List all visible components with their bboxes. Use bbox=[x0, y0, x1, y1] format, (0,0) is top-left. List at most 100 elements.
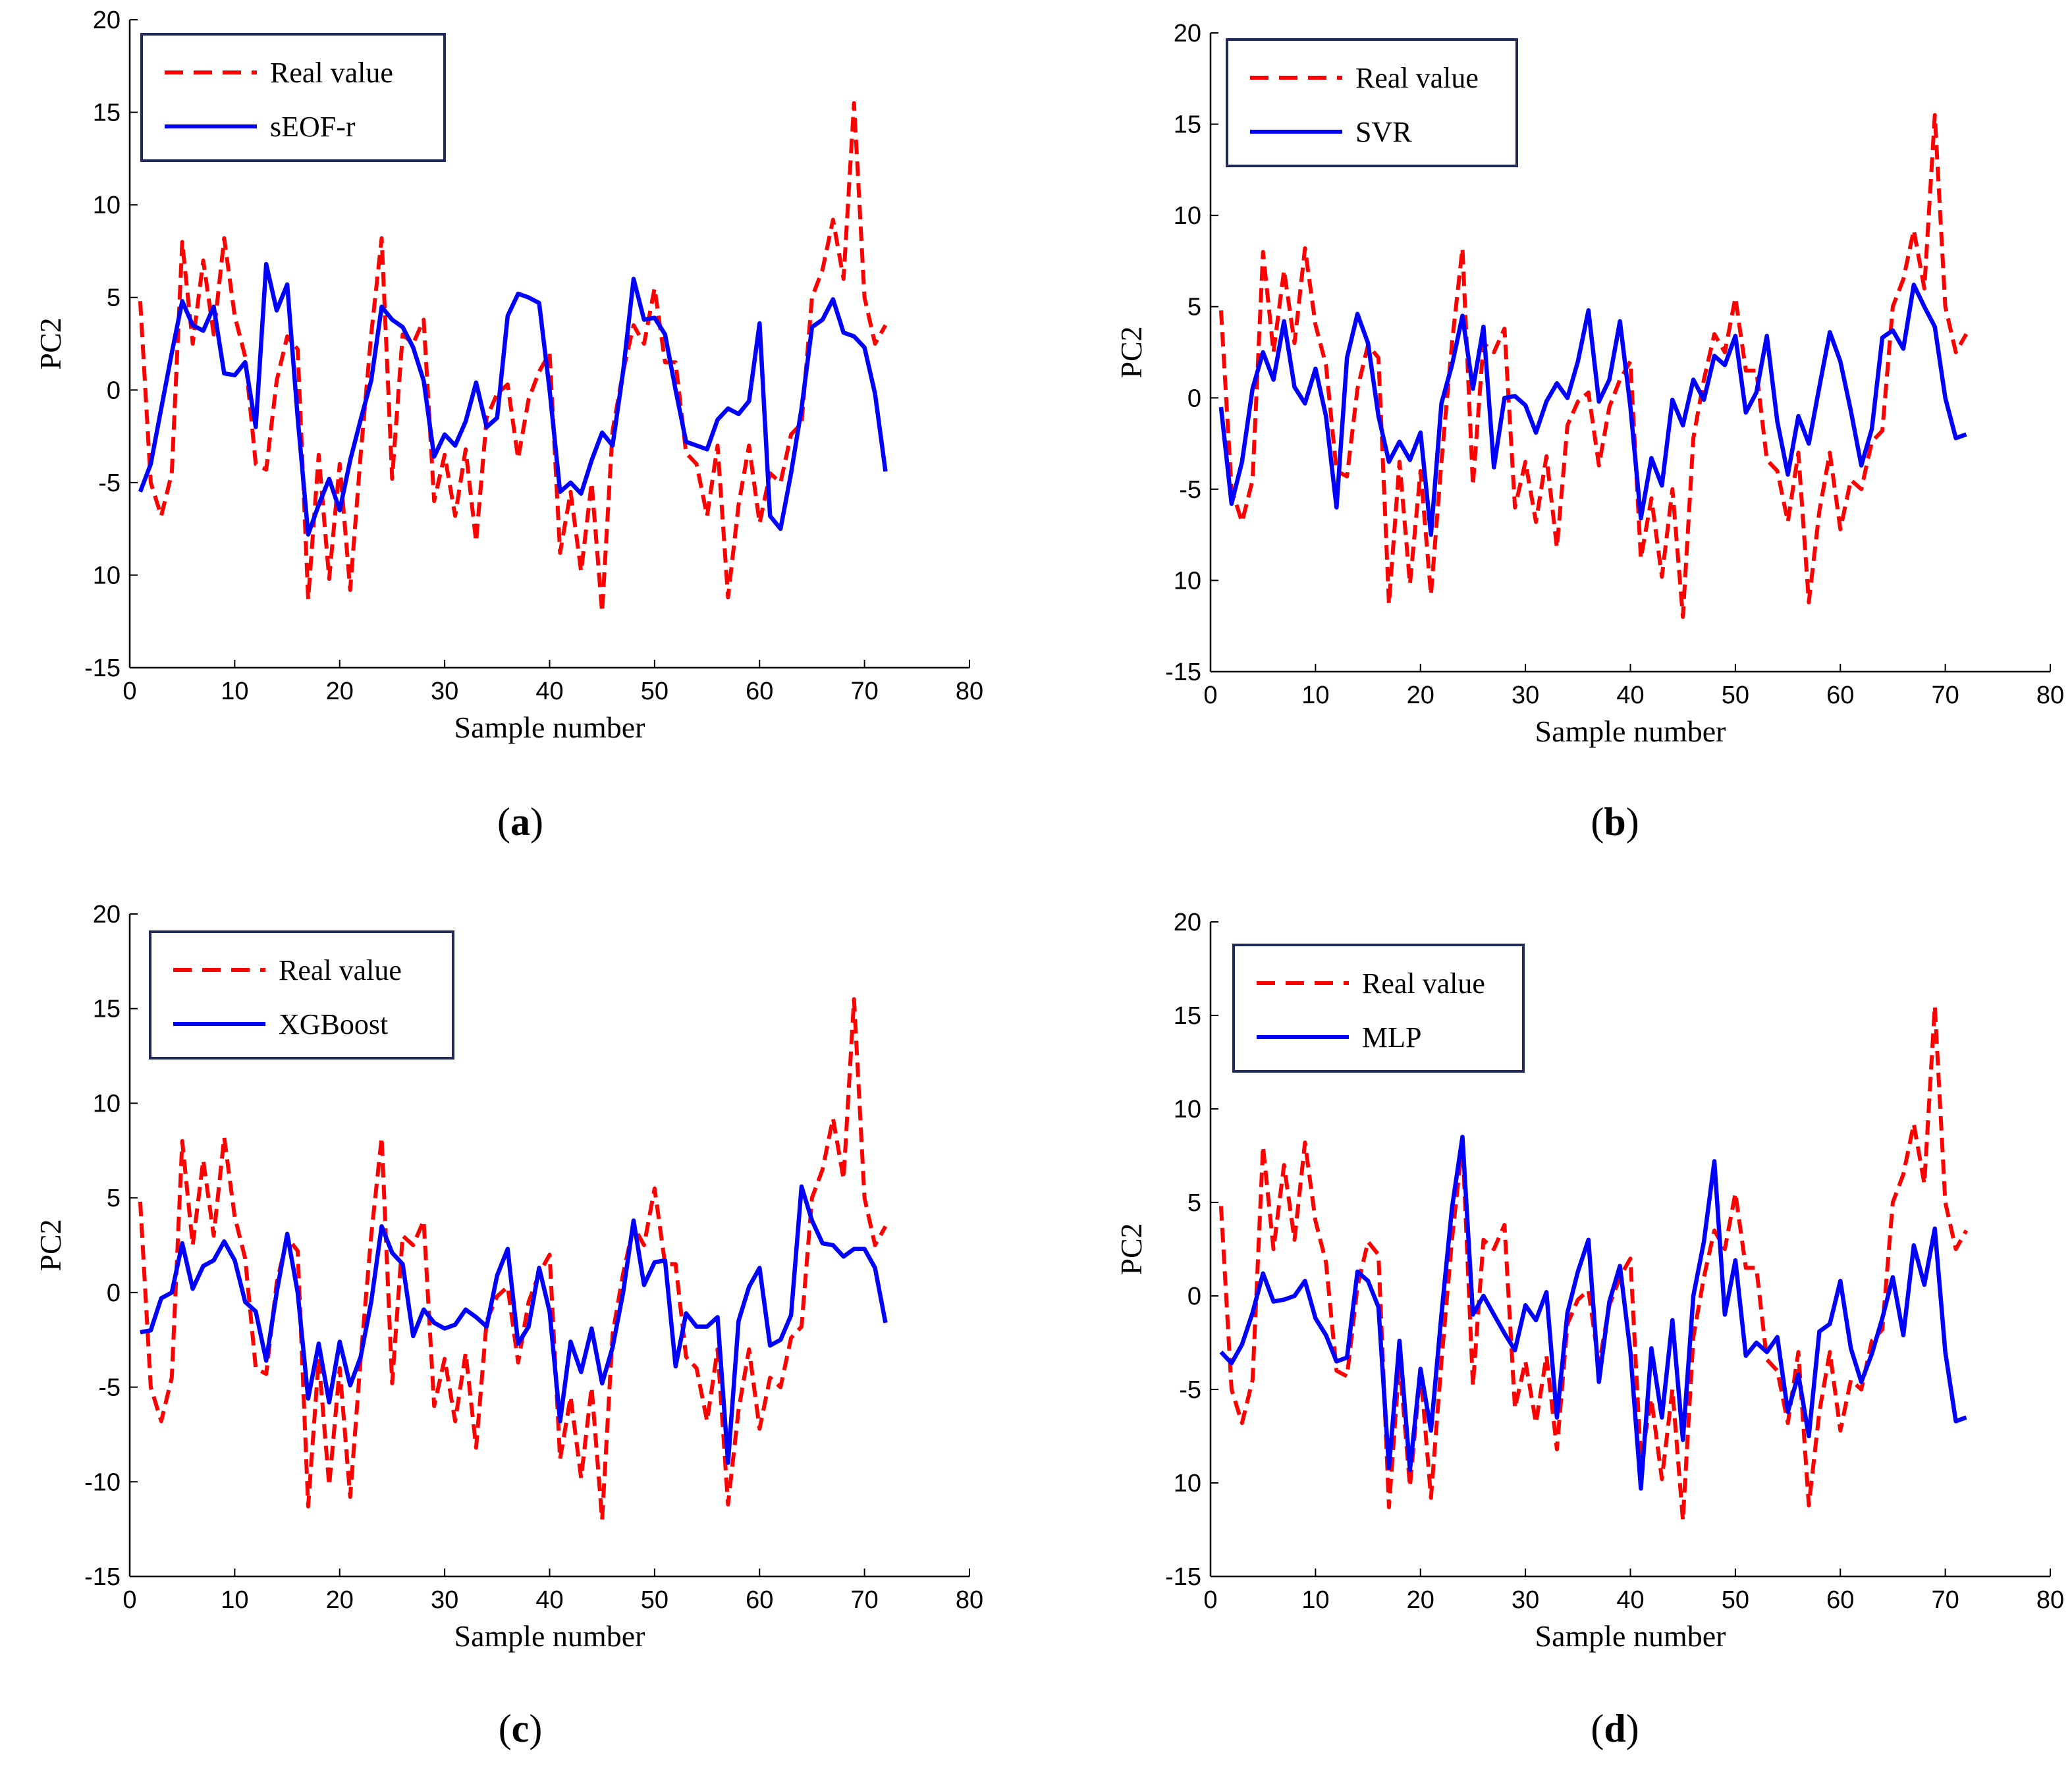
y-tick-label: 10 bbox=[1174, 1470, 1201, 1497]
x-tick-label: 40 bbox=[1616, 682, 1644, 709]
legend-real-label: Real value bbox=[270, 57, 393, 89]
x-tick-label: 20 bbox=[326, 678, 354, 705]
chart-panel-a: 0 10 20 30 40 50 60 70 80 -15 10 -5 0 5 10 15 20 Sample n… bbox=[34, 7, 983, 844]
y-axis-label: PC2 bbox=[1114, 1223, 1148, 1275]
x-tick-label: 70 bbox=[1931, 682, 1959, 709]
x-tick-label: 0 bbox=[1203, 682, 1217, 709]
y-tick-label: 10 bbox=[1174, 202, 1201, 230]
x-tick-label: 50 bbox=[1722, 682, 1749, 709]
chart-panel-d: 0 10 20 30 40 50 60 70 80 -15 10 -5 0 5 10 15 20 Sample n… bbox=[1114, 909, 2064, 1750]
legend-pred-label: XGBoost bbox=[279, 1008, 388, 1040]
y-tick-label: 20 bbox=[1174, 20, 1201, 47]
legend: Real value SVR bbox=[1226, 38, 1518, 167]
y-tick-label: -5 bbox=[98, 470, 121, 497]
prediction-series-line bbox=[140, 1184, 888, 1465]
x-tick-label: 40 bbox=[1616, 1586, 1644, 1614]
panel-caption: (b) bbox=[1591, 800, 1639, 844]
y-tick-label: 15 bbox=[1174, 1002, 1201, 1030]
x-tick-label: 50 bbox=[641, 678, 668, 705]
y-tick-label: -15 bbox=[1165, 1563, 1201, 1591]
y-tick-label: 5 bbox=[107, 1185, 121, 1212]
y-tick-label: 10 bbox=[93, 192, 121, 219]
y-tick-label: 20 bbox=[93, 901, 121, 928]
legend-real-label: Real value bbox=[1362, 967, 1485, 1000]
y-tick-label: 15 bbox=[93, 996, 121, 1023]
x-tick-label: 40 bbox=[535, 678, 563, 705]
x-tick-label: 30 bbox=[431, 1586, 458, 1614]
prediction-series-line bbox=[138, 261, 888, 537]
x-tick-label: 20 bbox=[1407, 1586, 1434, 1614]
y-tick-label: -5 bbox=[1179, 1376, 1201, 1404]
y-tick-label: 0 bbox=[1187, 385, 1201, 412]
y-axis-label: PC2 bbox=[1114, 326, 1148, 378]
y-tick-label: -5 bbox=[98, 1374, 121, 1402]
legend: Real value sEOF-r bbox=[140, 33, 446, 162]
y-tick-label: -15 bbox=[1165, 658, 1201, 686]
x-tick-label: 10 bbox=[221, 678, 248, 705]
y-tick-label: 0 bbox=[107, 1279, 121, 1307]
y-axis-label: PC2 bbox=[34, 1219, 67, 1271]
real-value-series-line bbox=[1218, 113, 1969, 619]
x-tick-label: 70 bbox=[1931, 1586, 1959, 1614]
x-tick-label: 60 bbox=[1826, 682, 1854, 709]
x-tick-label: 0 bbox=[123, 678, 136, 705]
x-tick-label: 0 bbox=[1203, 1586, 1217, 1614]
x-tick-label: 80 bbox=[2036, 1586, 2064, 1614]
y-tick-label: 20 bbox=[1174, 909, 1201, 936]
x-tick-label: 80 bbox=[2036, 682, 2064, 709]
y-tick-label: -15 bbox=[84, 1563, 121, 1591]
x-tick-label: 30 bbox=[431, 678, 458, 705]
x-tick-label: 10 bbox=[221, 1586, 248, 1614]
x-tick-label: 10 bbox=[1301, 1586, 1329, 1614]
legend-box bbox=[1226, 38, 1518, 167]
y-axis-label: PC2 bbox=[34, 317, 67, 369]
x-tick-label: 30 bbox=[1512, 682, 1539, 709]
y-tick-label: 15 bbox=[93, 99, 121, 127]
x-axis-label: Sample number bbox=[454, 711, 645, 744]
y-tick-label: 5 bbox=[107, 284, 121, 312]
x-tick-label: 50 bbox=[1722, 1586, 1749, 1614]
legend-box bbox=[149, 930, 454, 1060]
chart-panel-b: 0 10 20 30 40 50 60 70 80 -15 10 -5 0 5 10 15 20 Sample n… bbox=[1114, 20, 2064, 844]
y-tick-label: 10 bbox=[1174, 1096, 1201, 1123]
y-tick-label: 5 bbox=[1187, 294, 1201, 321]
x-tick-label: 0 bbox=[123, 1586, 136, 1614]
y-tick-label: 10 bbox=[93, 1090, 121, 1117]
panel-caption: (a) bbox=[497, 800, 543, 844]
x-tick-label: 20 bbox=[1407, 682, 1434, 709]
y-tick-label: 0 bbox=[107, 377, 121, 404]
x-axis-label: Sample number bbox=[1535, 714, 1726, 748]
legend: Real value MLP bbox=[1232, 944, 1525, 1073]
chart-panel-c: 0 10 20 30 40 50 60 70 80 -15 -10 -5 0 5 10 15 20 Sample … bbox=[34, 901, 983, 1750]
panel-caption: (c) bbox=[499, 1707, 543, 1750]
x-tick-label: 20 bbox=[326, 1586, 354, 1614]
prediction-series-line bbox=[1218, 282, 1967, 537]
x-axis-label: Sample number bbox=[1535, 1619, 1726, 1653]
legend-pred-label: SVR bbox=[1355, 116, 1412, 148]
y-tick-label: -5 bbox=[1179, 476, 1201, 504]
legend-box bbox=[140, 33, 446, 162]
y-tick-label: 0 bbox=[1187, 1283, 1201, 1310]
legend-pred-label: sEOF-r bbox=[270, 111, 356, 143]
prediction-series-line bbox=[1219, 1135, 1967, 1491]
legend-box bbox=[1232, 944, 1525, 1073]
legend: Real value XGBoost bbox=[149, 930, 454, 1060]
legend-pred-label: MLP bbox=[1362, 1021, 1421, 1054]
x-tick-label: 10 bbox=[1301, 682, 1329, 709]
x-tick-label: 70 bbox=[850, 678, 878, 705]
real-value-series-line bbox=[138, 997, 888, 1522]
panel-caption: (d) bbox=[1591, 1707, 1639, 1750]
x-tick-label: 40 bbox=[535, 1586, 563, 1614]
y-tick-label: 20 bbox=[93, 7, 121, 34]
x-tick-label: 60 bbox=[746, 1586, 773, 1614]
real-value-series-line bbox=[1218, 1004, 1969, 1522]
real-value-series-line bbox=[138, 101, 888, 614]
x-tick-label: 30 bbox=[1512, 1586, 1539, 1614]
x-tick-label: 80 bbox=[956, 1586, 983, 1614]
legend-real-label: Real value bbox=[1355, 62, 1479, 94]
x-tick-label: 60 bbox=[746, 678, 773, 705]
x-axis-label: Sample number bbox=[454, 1619, 645, 1653]
x-tick-label: 80 bbox=[956, 678, 983, 705]
x-tick-label: 60 bbox=[1826, 1586, 1854, 1614]
